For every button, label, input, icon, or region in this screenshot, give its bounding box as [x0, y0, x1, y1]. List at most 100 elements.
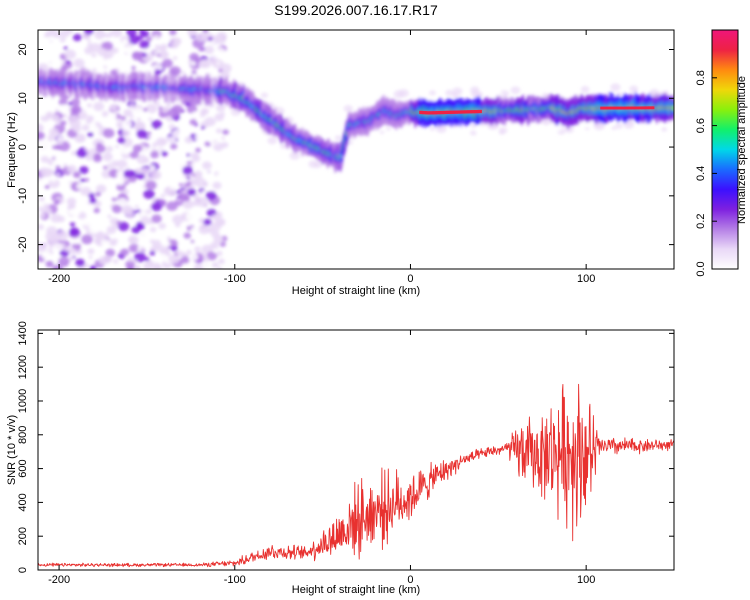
spectrogram-noise-blob	[171, 129, 184, 139]
spectrogram-noise-blob	[170, 143, 178, 150]
spectrogram-noise-blob	[214, 34, 227, 45]
spectrogram-noise-blob	[180, 256, 190, 264]
spectrogram-noise-blob	[198, 224, 210, 235]
spectrogram-noise-blob	[203, 256, 210, 262]
spectrogram-noise-blob	[120, 116, 127, 121]
spectrogram-noise-blob	[129, 103, 135, 108]
spectrogram-noise-blob	[183, 232, 192, 239]
spectrogram-faint-blob	[429, 90, 436, 96]
spectrogram-faint-blob	[661, 127, 668, 132]
spectrogram-noise-blob	[191, 111, 201, 119]
spectrogram-faint-blob	[610, 83, 621, 92]
spectrogram-hot-core	[437, 111, 440, 115]
spectrogram-noise-blob	[52, 242, 64, 252]
snr-frame	[37, 329, 675, 571]
spectrogram-noise-blob	[164, 175, 170, 180]
spectrogram-x-tick-label-0: 0	[407, 273, 413, 285]
spectrogram-x-axis-label: Height of straight line (km)	[292, 285, 420, 297]
spectrogram-noise-blob	[160, 234, 167, 239]
spectrogram-noise-blob	[58, 98, 68, 107]
spectrogram-noise-blob	[100, 238, 111, 247]
spectrogram-noise-blob	[190, 239, 195, 244]
spectrogram-noise-blob	[162, 58, 173, 68]
spectrogram-noise-blob	[186, 221, 193, 227]
spectrogram-noise-blob	[134, 205, 139, 209]
spectrogram-noise-blob	[55, 172, 61, 177]
spectrogram-noise-blob	[194, 163, 205, 172]
spectrogram-noise-blob	[91, 68, 97, 72]
spectrogram-hot-core	[429, 111, 432, 115]
spectrogram-noise-blob	[166, 236, 171, 240]
spectrogram-noise-blob	[44, 184, 50, 190]
spectrogram-marks	[38, 30, 674, 269]
spectrogram-noise-blob	[131, 65, 136, 70]
spectrogram-hot-core	[617, 106, 620, 110]
spectrogram-noise-blob	[147, 134, 152, 139]
spectrogram-hot-core	[440, 110, 443, 115]
snr-y-tick-label-200: 200	[17, 527, 29, 545]
snr-y-tick-label-1400: 1400	[17, 321, 29, 345]
spectrogram-noise-blob	[211, 262, 219, 268]
spectrogram-noise-blob	[206, 129, 214, 135]
spectrogram-faint-blob	[451, 92, 459, 98]
spectrogram-noise-blob	[160, 138, 168, 145]
spectrogram-noise-blob	[50, 140, 57, 146]
spectrogram-noise-blob	[95, 56, 106, 66]
spectrogram-hot-core	[472, 110, 475, 114]
spectrogram-noise-blob	[102, 128, 115, 139]
spectrogram-faint-blob	[230, 108, 241, 116]
spectrogram-noise-blob	[65, 136, 70, 140]
spectrogram-noise-blob	[48, 178, 60, 189]
spectrogram-noise-blob	[84, 177, 90, 182]
spectrogram-noise-blob	[190, 152, 200, 160]
chart-title: S199.2026.007.16.17.R17	[274, 2, 438, 18]
spectrogram-noise-blob	[105, 146, 113, 152]
spectrogram-hot-core	[605, 106, 609, 110]
snr-x-ticks: -200 -100 0 100	[48, 330, 595, 586]
spectrogram-noise-blob	[93, 102, 105, 112]
spectrogram-noise-blob	[182, 165, 193, 175]
spectrogram-noise-blob	[221, 136, 226, 140]
spectrogram-noise-blob	[72, 124, 82, 133]
spectrogram-noise-blob	[120, 146, 130, 155]
spectrogram-noise-blob	[56, 230, 69, 241]
spectrogram-faint-blob	[475, 91, 484, 98]
spectrogram-faint-blob	[398, 89, 409, 98]
spectrogram-noise-blob	[54, 152, 66, 162]
spectrogram-noise-blob	[83, 263, 90, 268]
spectrogram-hot-core	[438, 111, 442, 115]
spectrogram-noise-blob	[133, 210, 137, 214]
spectrogram-noise-blob	[161, 106, 169, 113]
spectrogram-noise-blob	[155, 101, 161, 106]
spectrogram-noise-blob	[102, 152, 113, 162]
spectrogram-noise-blob	[84, 30, 94, 36]
spectrogram-noise-blob	[208, 135, 221, 145]
spectrogram-hot-core	[650, 106, 654, 110]
spectrogram-noise-blob	[49, 127, 59, 137]
spectrogram-noise-blob	[204, 116, 216, 127]
spectrogram-hot-core	[642, 106, 645, 110]
spectrogram-noise-blob	[163, 248, 169, 254]
spectrogram-noise-blob	[79, 166, 89, 175]
snr-y-tick-label-1200: 1200	[17, 355, 29, 379]
spectrogram-faint-blob	[348, 140, 353, 145]
spectrogram-noise-blob	[105, 248, 116, 257]
spectrogram-hot-core	[469, 110, 473, 114]
spectrogram-noise-blob	[179, 115, 187, 122]
spectrogram-noise-blob	[205, 146, 210, 150]
snr-y-axis-label: SNR (10 * v/v)	[6, 415, 18, 485]
spectrogram-noise-blob	[200, 59, 211, 69]
spectrogram-noise-blob	[166, 201, 178, 211]
spectrogram-hot-core	[465, 110, 468, 114]
spectrogram-noise-blob	[151, 214, 162, 223]
spectrogram-noise-blob	[147, 164, 156, 172]
spectrogram-noise-blob	[58, 104, 70, 114]
colorbar-tick-label-0: 0.0	[695, 261, 707, 276]
spectrogram-noise-blob	[153, 50, 158, 55]
spectrogram-faint-blob	[289, 151, 301, 160]
colorbar-tick-label-4: 0.8	[695, 70, 707, 85]
spectrogram-noise-blob	[107, 112, 118, 121]
spectrogram-noise-blob	[87, 204, 93, 209]
spectrogram-hot-core	[457, 110, 460, 114]
